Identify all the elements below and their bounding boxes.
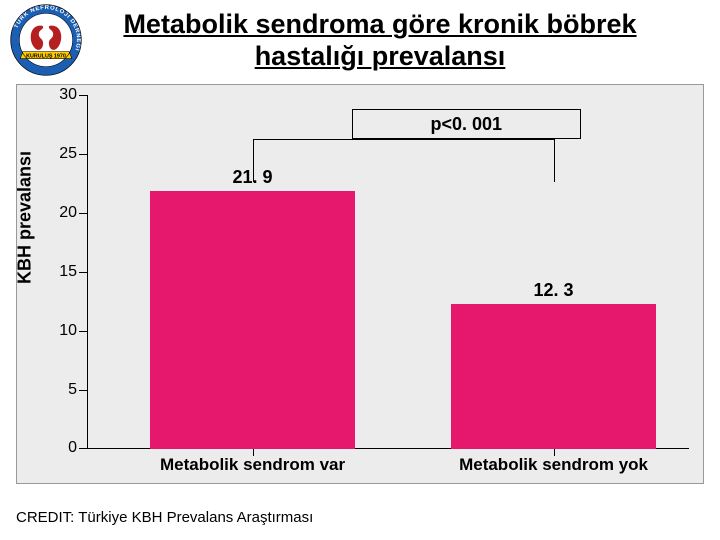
chart-container: KBH prevalansı 05101520253021. 9Metaboli…	[16, 84, 704, 484]
bar-value-label: 12. 3	[451, 280, 656, 301]
significance-drop	[253, 139, 254, 183]
page-title: Metabolik sendroma göre kronik böbrek ha…	[90, 8, 710, 73]
y-tick-label: 20	[49, 204, 77, 222]
svg-text:KURULUŞ 1970: KURULUŞ 1970	[26, 53, 66, 59]
y-tick-label: 10	[49, 322, 77, 340]
credit-text: CREDIT: Türkiye KBH Prevalans Araştırmas…	[16, 509, 313, 526]
bar: 12. 3	[451, 304, 656, 449]
significance-drop	[554, 139, 555, 183]
y-tick	[79, 213, 87, 214]
y-tick-label: 15	[49, 263, 77, 281]
bar: 21. 9	[150, 191, 355, 449]
x-tick	[554, 449, 555, 456]
org-logo: TÜRK NEFROLOJİ DERNEĞİ KURULUŞ 1970	[10, 4, 82, 76]
x-tick	[253, 449, 254, 456]
y-tick-label: 25	[49, 145, 77, 163]
p-value-box: p<0. 001	[352, 109, 581, 139]
y-tick	[79, 331, 87, 332]
y-tick-label: 30	[49, 86, 77, 104]
significance-line	[253, 139, 554, 140]
y-tick	[79, 272, 87, 273]
y-tick-label: 0	[49, 439, 77, 457]
y-tick	[79, 95, 87, 96]
y-tick	[79, 390, 87, 391]
y-tick	[79, 448, 87, 449]
y-tick	[79, 154, 87, 155]
y-axis-line	[87, 95, 88, 449]
category-label: Metabolik sendrom yok	[459, 455, 648, 475]
y-axis-title: KBH prevalansı	[15, 151, 36, 284]
y-tick-label: 5	[49, 381, 77, 399]
category-label: Metabolik sendrom var	[160, 455, 345, 475]
header: TÜRK NEFROLOJİ DERNEĞİ KURULUŞ 1970 Meta…	[0, 0, 720, 78]
chart-plot-area: 05101520253021. 9Metabolik sendrom var12…	[87, 95, 689, 449]
